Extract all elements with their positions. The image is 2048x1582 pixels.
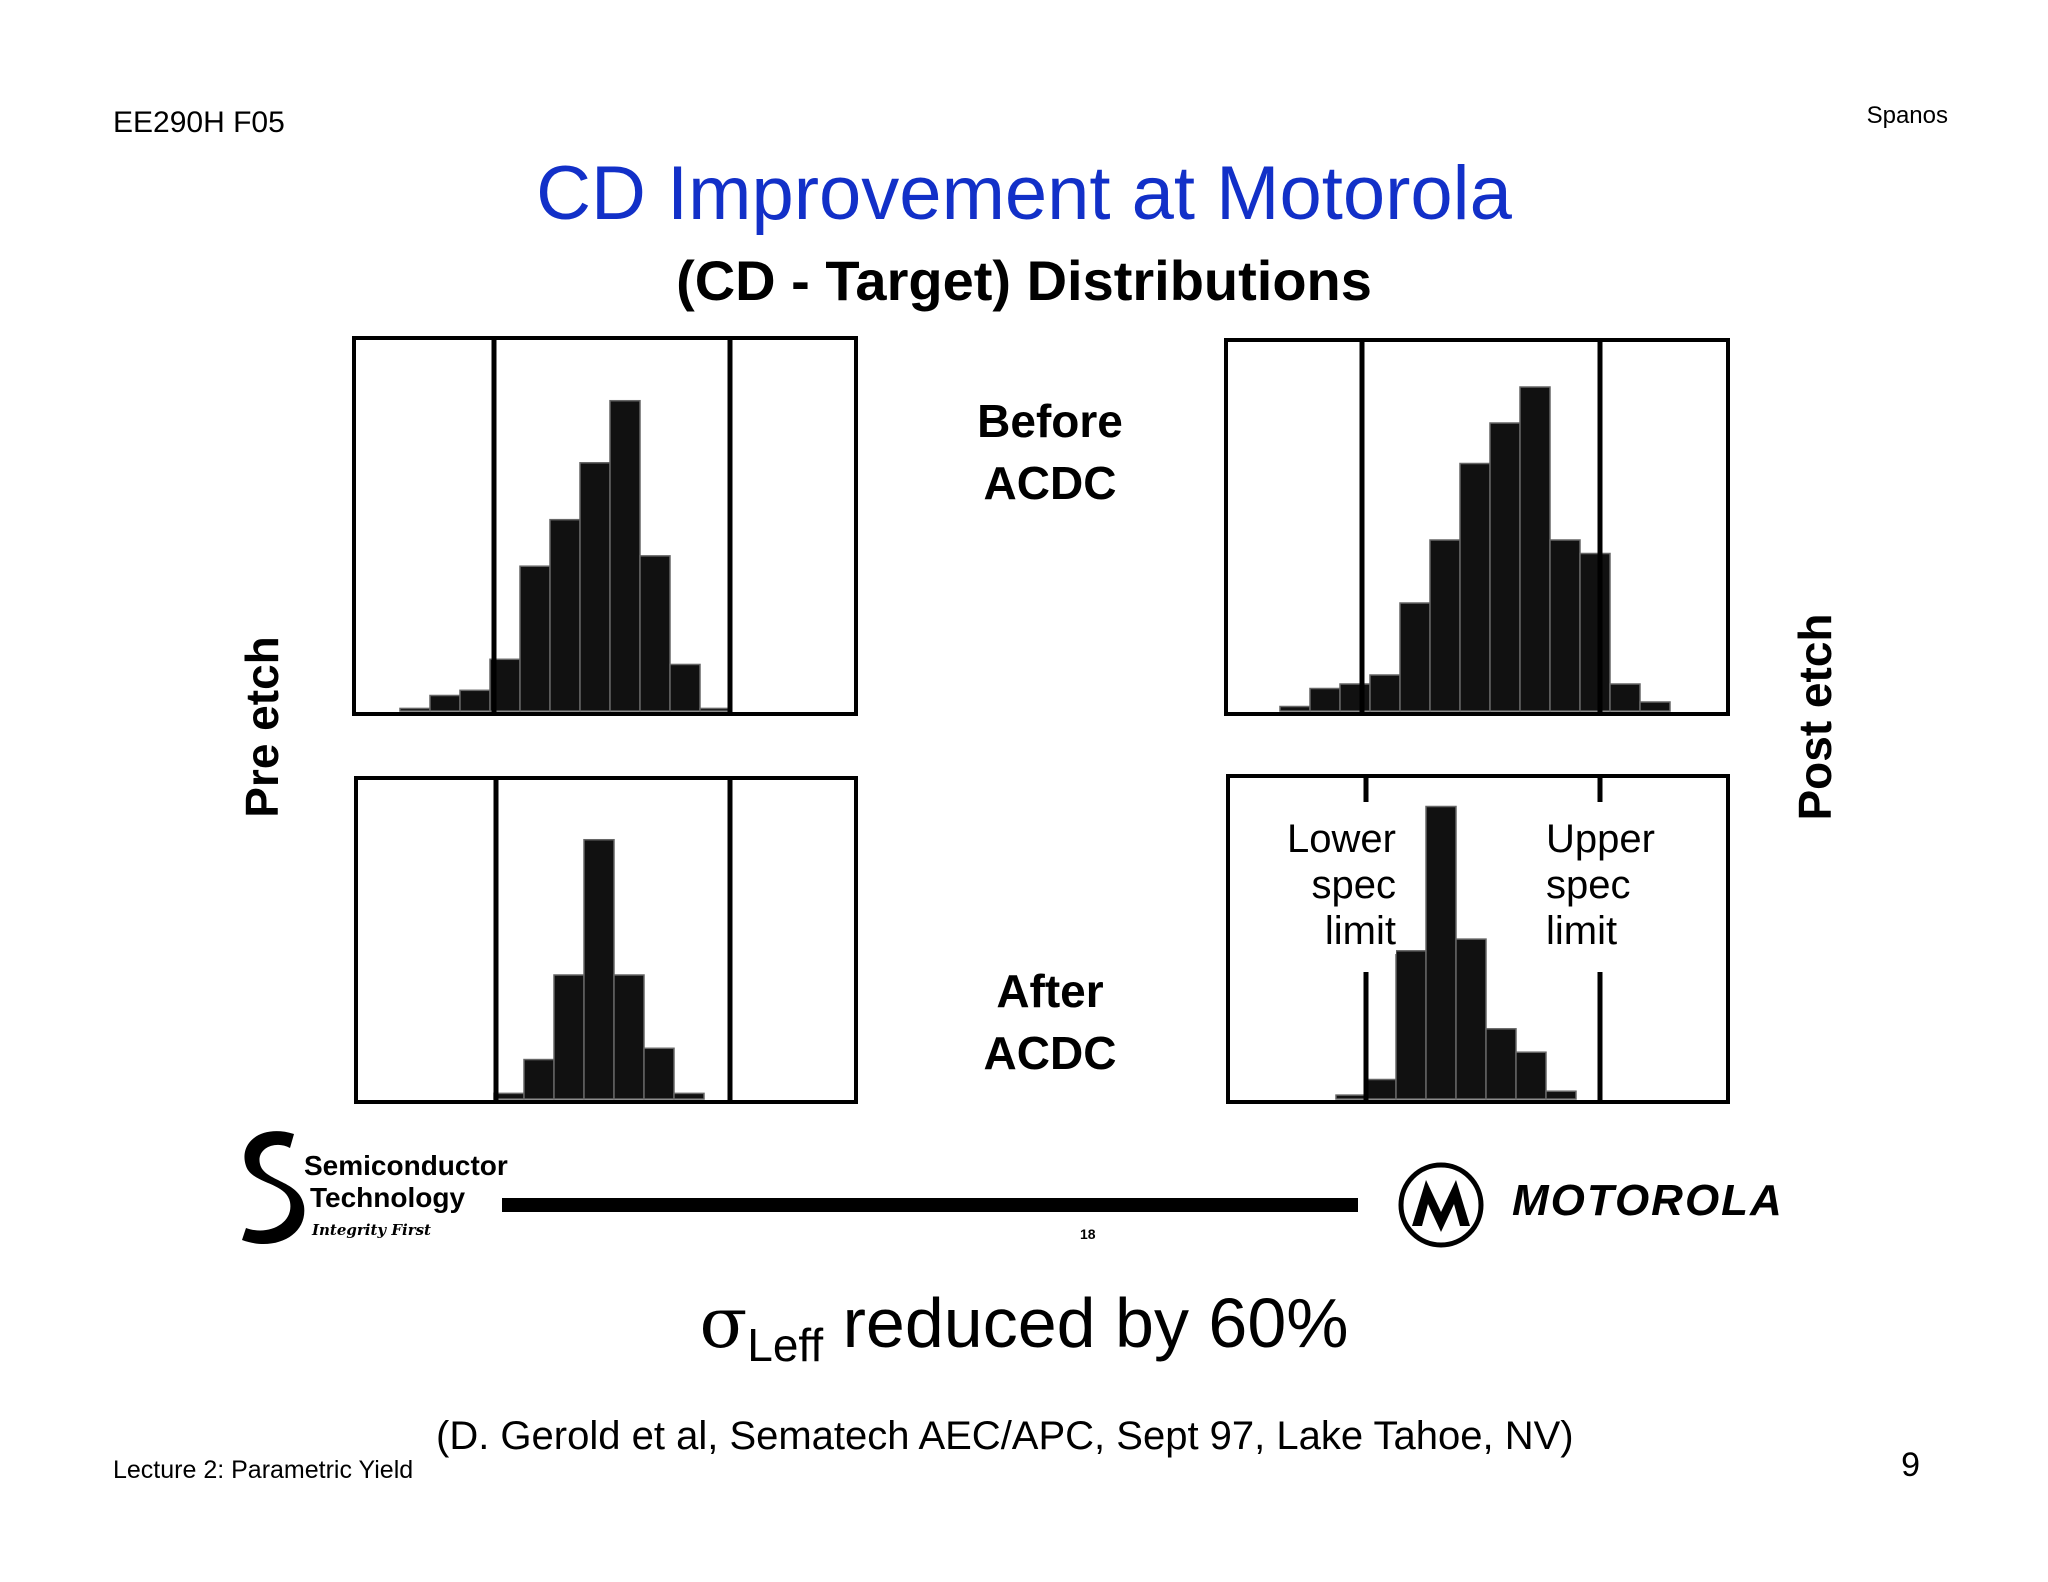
lecture-title: Lecture 2: Parametric Yield (113, 1456, 414, 1484)
pre-etch-before-bar-2 (459, 689, 491, 712)
post-etch-after-bar-4 (1455, 938, 1487, 1100)
semiconductor-word: Semiconductor (304, 1150, 508, 1181)
result-statement: σLeff reduced by 60% (0, 1282, 2048, 1372)
pre-etch-after-bar-1 (523, 1058, 555, 1100)
pre-etch-before-bar-1 (429, 694, 461, 712)
post-etch-after-bar-5 (1485, 1028, 1517, 1100)
post-etch-after-bar-3 (1425, 805, 1457, 1100)
slide-title: CD Improvement at Motorola (536, 151, 1512, 236)
after-acdc-label: After ACDC (983, 965, 1117, 1079)
pre-etch-label: Pre etch (236, 636, 288, 818)
post-etch-before-bar-1 (1309, 687, 1341, 712)
integrity-tagline: Integrity First (312, 1221, 431, 1239)
chart-subtitle: (CD - Target) Distributions (676, 249, 1372, 312)
post-etch-before-bar-7 (1489, 422, 1521, 712)
pre-etch-after-bar-6 (673, 1092, 705, 1100)
post-etch-after-bar-0 (1335, 1094, 1367, 1100)
post-etch-after-bar-7 (1545, 1090, 1577, 1100)
post-etch-label: Post etch (1789, 613, 1841, 821)
pre-etch-before-bar-4 (519, 565, 551, 712)
pre-etch-after-bar-3 (583, 838, 615, 1100)
course-code: EE290H F05 (113, 106, 285, 139)
technology-word: Technology (310, 1182, 466, 1213)
post-etch-before-bar-10 (1579, 552, 1611, 712)
motorola-wordmark: MOTOROLA (1512, 1176, 1784, 1225)
post-etch-before-bar-3 (1369, 674, 1401, 712)
author-name: Spanos (1866, 102, 1948, 129)
post-etch-before-bar-9 (1549, 539, 1581, 712)
page-number: 9 (1901, 1446, 1920, 1484)
post-etch-before-bar-11 (1609, 683, 1641, 712)
motorola-batwing-icon (1398, 1162, 1484, 1248)
before-acdc-label: Before ACDC (977, 395, 1123, 509)
post-etch-after-bar-1 (1365, 1078, 1397, 1100)
pre-etch-before-bar-9 (669, 663, 701, 712)
pre-etch-before-bar-7 (609, 399, 641, 712)
upper-spec-limit-label: Upper spec limit (1546, 816, 1676, 954)
post-etch-before-bar-12 (1639, 701, 1671, 712)
post-etch-before-bar-6 (1459, 462, 1491, 712)
sigma-symbol: σ (699, 1282, 748, 1364)
citation: (D. Gerold et al, Sematech AEC/APC, Sept… (436, 1414, 1574, 1458)
post-etch-before-bar-5 (1429, 539, 1461, 712)
semiconductor-logo-text: Semiconductor Technology Integrity First (304, 1150, 508, 1246)
pre-etch-before-bar-10 (699, 707, 731, 712)
post-etch-before-bar-2 (1339, 683, 1371, 712)
post-etch-after-bar-6 (1515, 1051, 1547, 1100)
logo-divider-bar (502, 1198, 1358, 1212)
semiconductor-s-logo-icon (242, 1131, 305, 1245)
post-etch-before-bar-4 (1399, 602, 1431, 712)
post-etch-before-bar-8 (1519, 386, 1551, 712)
post-etch-after-bar-2 (1395, 950, 1427, 1100)
pre-etch-before-bar-0 (399, 707, 431, 712)
original-slide-number: 18 (1080, 1226, 1096, 1242)
result-text: reduced by 60% (823, 1284, 1349, 1362)
sigma-subscript: Leff (747, 1319, 824, 1371)
pre-etch-after-bar-2 (553, 974, 585, 1100)
lower-spec-limit-label: Lower spec limit (1268, 816, 1396, 954)
pre-etch-before-bar-6 (579, 462, 611, 712)
pre-etch-before-bar-5 (549, 518, 581, 712)
post-etch-before-bar-0 (1279, 705, 1311, 712)
pre-etch-before-bar-8 (639, 555, 671, 712)
pre-etch-after-bar-5 (643, 1047, 675, 1100)
pre-etch-after-bar-4 (613, 974, 645, 1100)
